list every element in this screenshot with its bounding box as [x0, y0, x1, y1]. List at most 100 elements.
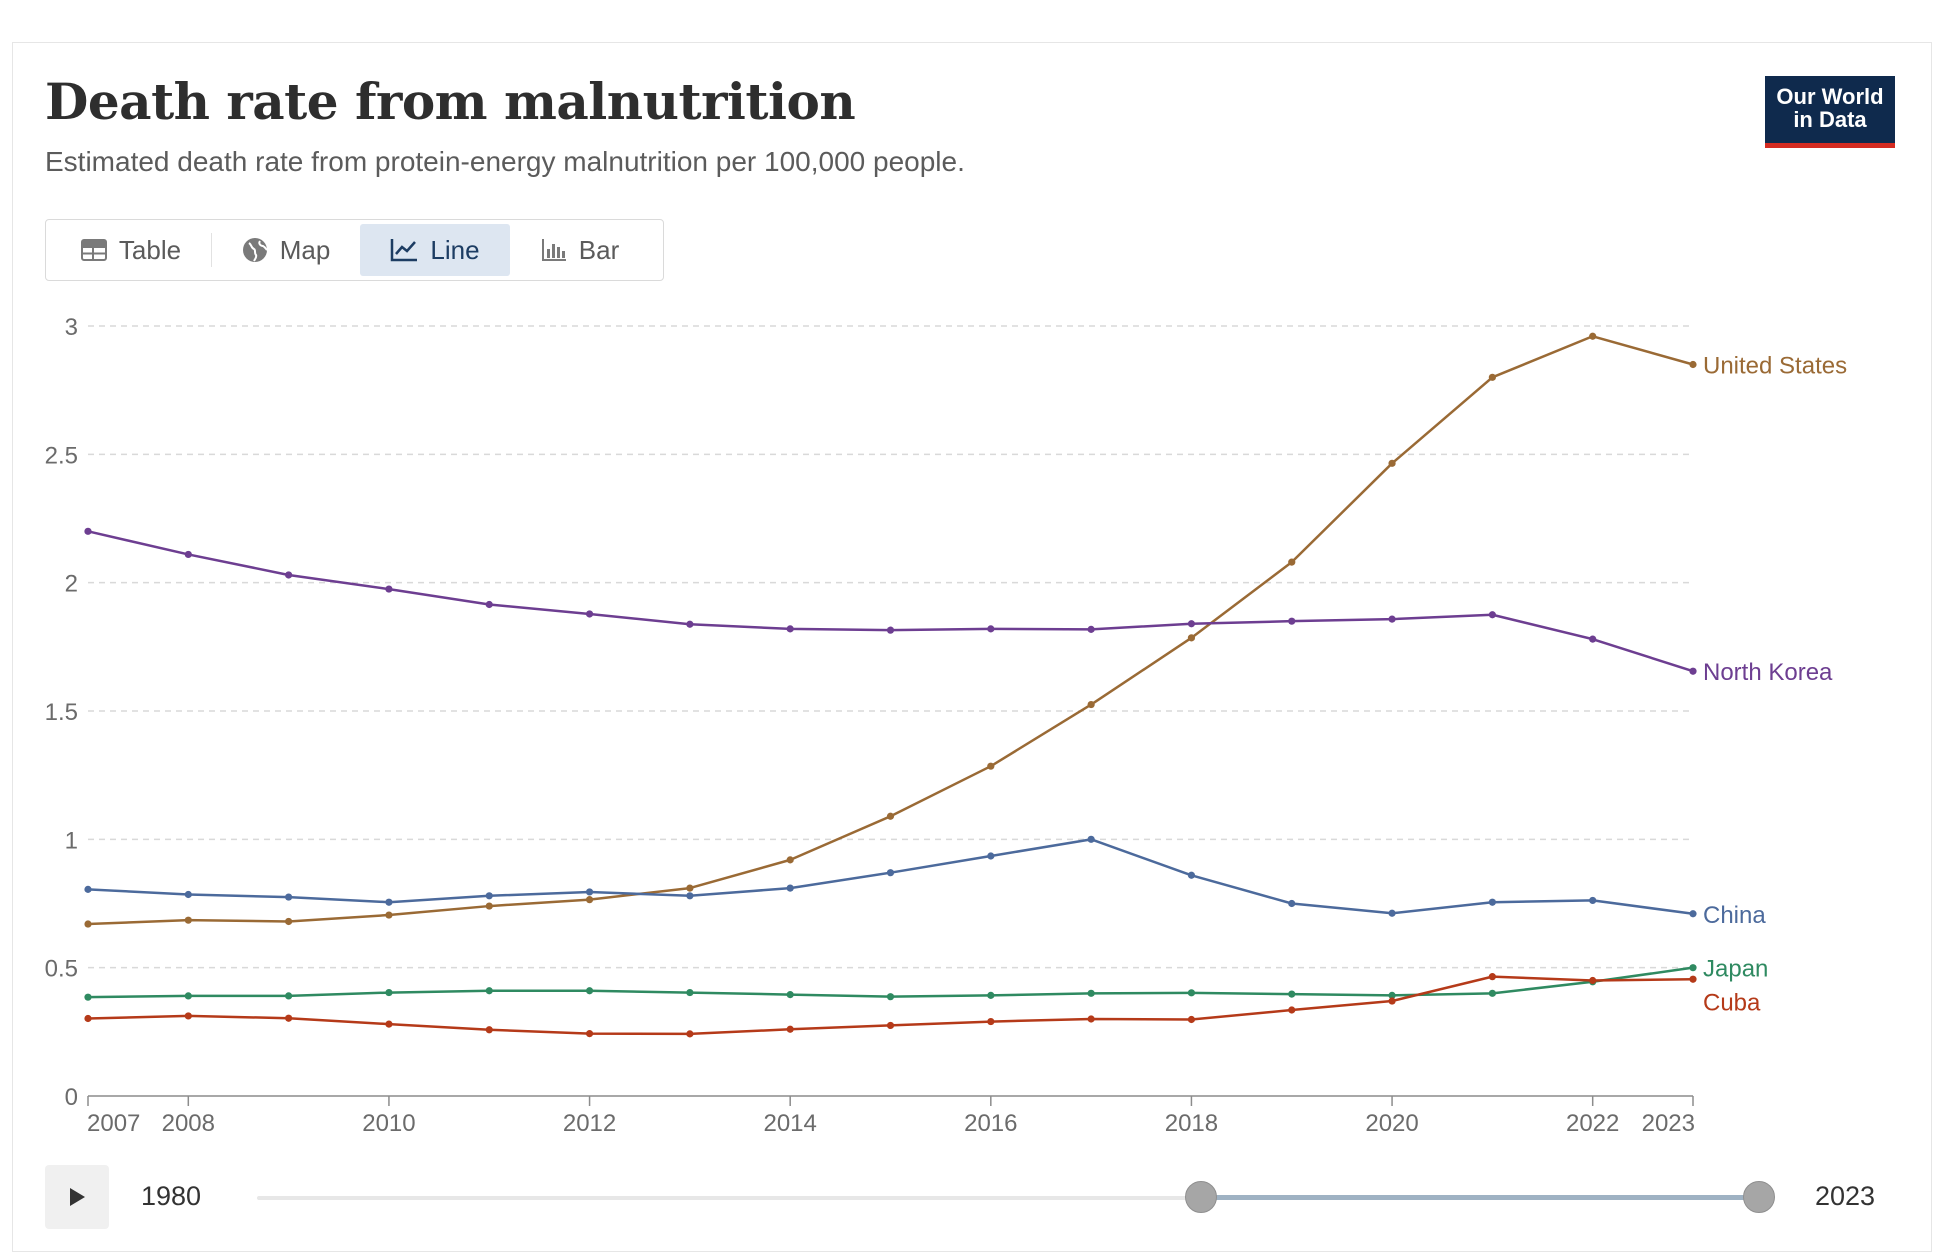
data-point [1288, 990, 1296, 998]
line-chart-icon [391, 239, 418, 262]
data-point [1187, 871, 1196, 879]
tab-map[interactable]: Map [212, 224, 360, 276]
data-point [987, 991, 995, 999]
series-north-korea [84, 527, 1697, 675]
y-tick-label: 2.5 [45, 442, 78, 469]
data-point [1589, 896, 1597, 905]
series-line [87, 530, 1694, 673]
data-point [886, 869, 895, 877]
series-label: Cuba [1703, 990, 1761, 1017]
data-point [585, 987, 594, 995]
data-point [485, 902, 493, 910]
data-point [485, 1026, 493, 1034]
data-point [385, 988, 393, 997]
data-point [886, 993, 895, 1001]
data-point [1288, 617, 1296, 625]
timeline-end-year: 2023 [1815, 1181, 1876, 1211]
tab-bar-label: Bar [578, 234, 620, 265]
timeline-start-year: 1980 [141, 1181, 202, 1211]
data-point [886, 626, 895, 634]
data-point [1388, 997, 1396, 1005]
data-point [285, 893, 293, 901]
data-point [886, 812, 895, 820]
data-point [987, 762, 995, 770]
data-point [585, 888, 594, 896]
data-point [1388, 991, 1396, 999]
series-label: Japan [1703, 956, 1768, 983]
timeline-track[interactable] [257, 1196, 1757, 1200]
data-point [1689, 360, 1697, 369]
y-tick-label: 0 [65, 1084, 78, 1111]
data-point [1087, 835, 1095, 843]
timeline-end-handle[interactable] [1743, 1181, 1775, 1213]
play-button[interactable] [45, 1165, 109, 1229]
series-china [84, 835, 1697, 918]
data-point [485, 600, 493, 609]
tab-table[interactable]: Table [51, 224, 211, 276]
data-point [786, 991, 794, 999]
data-point [786, 884, 794, 892]
series-japan [84, 964, 1697, 1001]
data-point [886, 1021, 895, 1030]
data-point [285, 1014, 293, 1022]
data-point [686, 1030, 694, 1038]
data-point [84, 920, 92, 928]
gridlines [88, 325, 1693, 969]
y-tick-label: 1 [65, 827, 78, 854]
data-point [686, 620, 694, 628]
series-line [87, 838, 1694, 916]
tab-bar[interactable]: Bar [510, 224, 650, 276]
data-point [184, 992, 192, 1000]
series-label: China [1703, 902, 1766, 929]
tab-line[interactable]: Line [360, 224, 510, 276]
data-point [1087, 625, 1095, 633]
data-point [1589, 332, 1597, 340]
chart-subtitle: Estimated death rate from protein-energy… [45, 146, 965, 177]
timeline-start-handle[interactable] [1185, 1181, 1217, 1213]
data-point [1488, 989, 1496, 997]
tab-line-label: Line [430, 234, 480, 265]
data-point [1288, 558, 1296, 566]
data-point [1187, 989, 1196, 997]
logo-line-2: in Data [1793, 107, 1867, 132]
data-point [1488, 373, 1496, 381]
series-lines [84, 332, 1697, 1038]
data-point [1187, 620, 1196, 628]
data-point [987, 1017, 995, 1026]
data-point [184, 550, 192, 559]
data-point [1388, 459, 1396, 467]
data-point [84, 1014, 92, 1023]
data-point [585, 610, 594, 618]
data-point [1388, 615, 1396, 623]
data-point [485, 987, 493, 995]
data-point [485, 892, 493, 900]
x-tick-label: 2012 [563, 1110, 616, 1137]
data-point [1589, 976, 1597, 985]
data-point [585, 896, 594, 904]
data-point [1087, 1015, 1095, 1023]
x-tick-label: 2007 [87, 1110, 140, 1137]
table-icon [80, 239, 107, 261]
owid-logo[interactable]: Our World in Data [1765, 76, 1895, 148]
page-title: Death rate from malnutrition [45, 72, 856, 131]
data-point [84, 527, 92, 535]
x-tick-label: 2008 [162, 1110, 215, 1137]
view-tabs: Table Map Line Bar [45, 219, 664, 281]
timeline-selected-range [1200, 1195, 1762, 1200]
data-point [1689, 964, 1697, 972]
data-point [1187, 634, 1196, 642]
data-point [1689, 975, 1697, 983]
data-point [686, 892, 694, 900]
data-point [1689, 667, 1697, 675]
data-point [1288, 1006, 1296, 1014]
series-label: North Korea [1703, 659, 1833, 686]
y-axis-ticks: 0 0.5 1 1.5 2 2.5 3 [45, 314, 78, 1111]
tab-divider [211, 233, 212, 267]
series-united-states [84, 332, 1697, 928]
data-point [385, 585, 393, 593]
data-point [1288, 899, 1296, 908]
data-point [285, 571, 293, 579]
data-point [385, 911, 393, 919]
series-line [87, 966, 1694, 999]
data-point [1187, 1015, 1196, 1024]
